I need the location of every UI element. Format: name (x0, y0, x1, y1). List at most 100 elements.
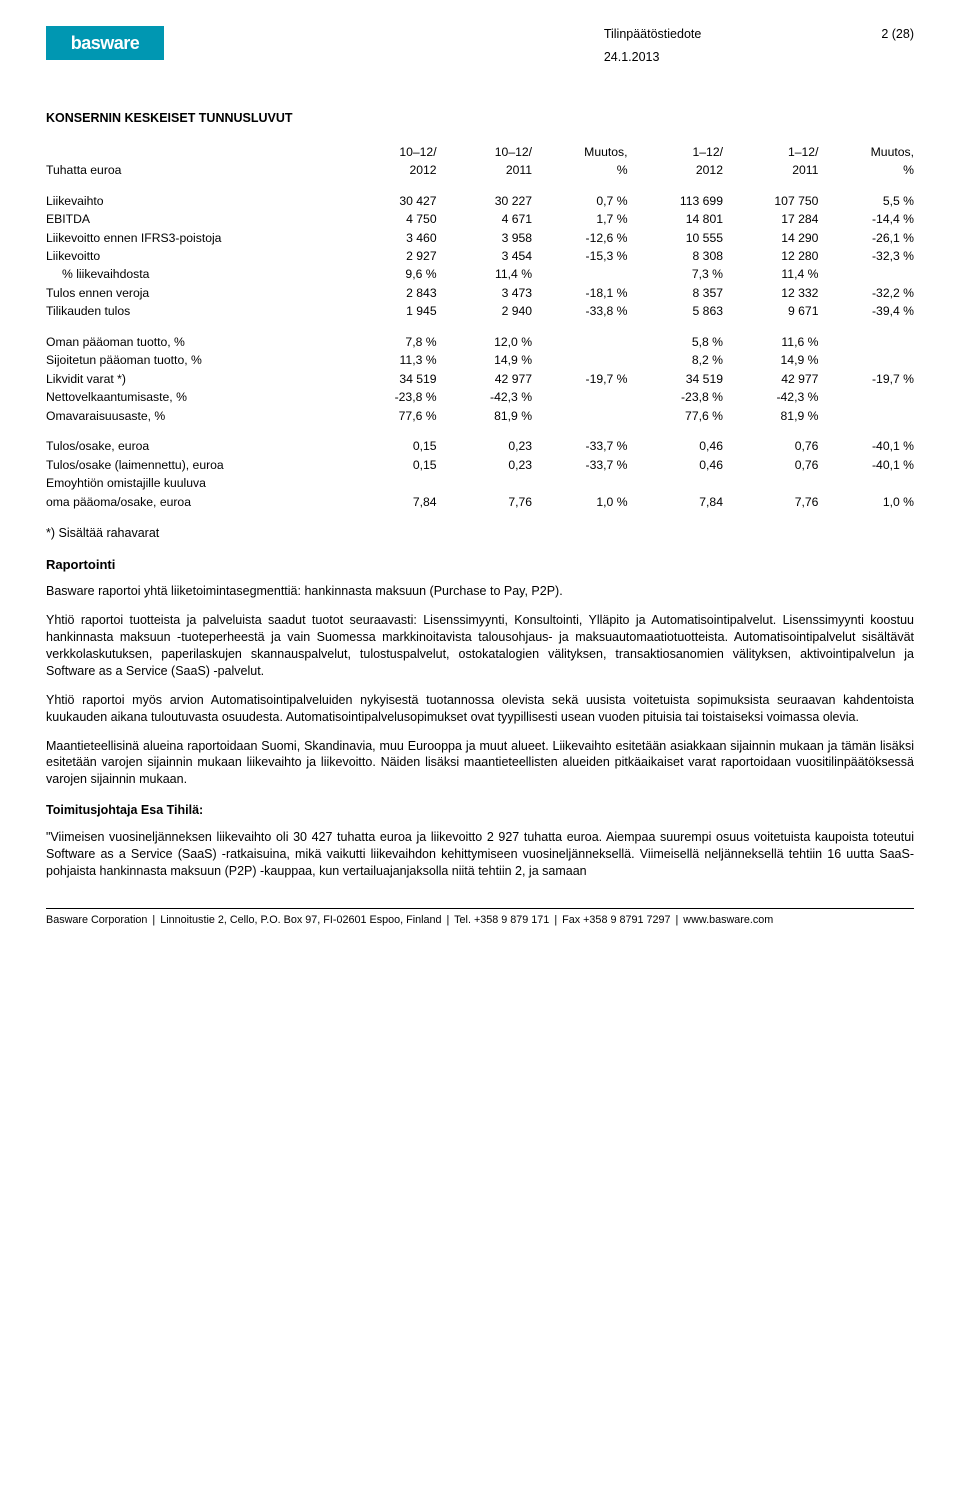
col1-bot: 2012 (341, 161, 436, 179)
cell: 2 927 (341, 247, 436, 265)
cell: 0,15 (341, 437, 436, 455)
cell: 8 308 (628, 247, 723, 265)
cell: 14,9 % (437, 351, 532, 369)
cell: 3 473 (437, 284, 532, 302)
cell: 7,3 % (628, 265, 723, 283)
cell: -42,3 % (437, 388, 532, 406)
col6-bot: % (818, 161, 914, 179)
cell: 0,46 (628, 437, 723, 455)
table-row: oma pääoma/osake, euroa7,847,761,0 %7,84… (46, 493, 914, 511)
cell (818, 474, 914, 492)
table-row: Tulos/osake, euroa0,150,23-33,7 %0,460,7… (46, 437, 914, 455)
col2-top: 10–12/ (437, 143, 532, 161)
cell: 30 227 (437, 192, 532, 210)
col5-top: 1–12/ (723, 143, 818, 161)
table-row: Tulos ennen veroja2 8433 473-18,1 %8 357… (46, 284, 914, 302)
col3-top: Muutos, (532, 143, 627, 161)
para-3: Yhtiö raportoi myös arvion Automatisoint… (46, 692, 914, 726)
cell: 12,0 % (437, 333, 532, 351)
cell (818, 265, 914, 283)
row-label: Oman pääoman tuotto, % (46, 333, 341, 351)
cell: -23,8 % (341, 388, 436, 406)
table-row: EBITDA4 7504 6711,7 %14 80117 284-14,4 % (46, 210, 914, 228)
cell (532, 388, 627, 406)
cell: 42 977 (723, 370, 818, 388)
cell: 42 977 (437, 370, 532, 388)
page-number: 2 (28) (881, 26, 914, 43)
table-head: 10–12/ 10–12/ Muutos, 1–12/ 1–12/ Muutos… (46, 143, 914, 180)
col3-bot: % (532, 161, 627, 179)
row-label: Emoyhtiön omistajille kuuluva (46, 474, 341, 492)
cell: 11,3 % (341, 351, 436, 369)
cell (532, 407, 627, 425)
cell: 5,5 % (818, 192, 914, 210)
cell: 1,7 % (532, 210, 627, 228)
cell (532, 474, 627, 492)
cell: 0,7 % (532, 192, 627, 210)
cell: -26,1 % (818, 229, 914, 247)
row-label: Tulos ennen veroja (46, 284, 341, 302)
doc-date: 24.1.2013 (604, 49, 914, 66)
page-header: basware Tilinpäätöstiedote 2 (28) 24.1.2… (46, 0, 914, 66)
page-footer: Basware Corporation | Linnoitustie 2, Ce… (46, 913, 914, 928)
cell: -42,3 % (723, 388, 818, 406)
header-meta: Tilinpäätöstiedote 2 (28) 24.1.2013 (604, 26, 914, 66)
cell: 4 671 (437, 210, 532, 228)
table-row: % liikevaihdosta9,6 %11,4 %7,3 %11,4 % (46, 265, 914, 283)
cell: -33,7 % (532, 437, 627, 455)
cell: 0,76 (723, 456, 818, 474)
section-title-raportointi: Raportointi (46, 556, 914, 574)
cell: 9,6 % (341, 265, 436, 283)
cell: 81,9 % (437, 407, 532, 425)
table-row: Tilikauden tulos1 9452 940-33,8 %5 8639 … (46, 302, 914, 320)
divider-icon: | (152, 914, 155, 926)
brand-logo: basware (46, 26, 164, 60)
cell: 2 940 (437, 302, 532, 320)
row-label: Tilikauden tulos (46, 302, 341, 320)
row-label: % liikevaihdosta (46, 265, 341, 283)
table-row: Oman pääoman tuotto, %7,8 %12,0 %5,8 %11… (46, 333, 914, 351)
brand-label: basware (71, 31, 140, 55)
cell: 1,0 % (532, 493, 627, 511)
table-row: Liikevaihto30 42730 2270,7 %113 699107 7… (46, 192, 914, 210)
cell: 14 801 (628, 210, 723, 228)
section-title-ceo: Toimitusjohtaja Esa Tihilä: (46, 802, 914, 819)
cell: 12 332 (723, 284, 818, 302)
cell: -19,7 % (818, 370, 914, 388)
col5-bot: 2011 (723, 161, 818, 179)
table-row: Liikevoitto2 9273 454-15,3 %8 30812 280-… (46, 247, 914, 265)
table-row: Nettovelkaantumisaste, %-23,8 %-42,3 %-2… (46, 388, 914, 406)
footnote: *) Sisältää rahavarat (46, 525, 914, 542)
row-label: EBITDA (46, 210, 341, 228)
row-label: Tulos/osake (laimennettu), euroa (46, 456, 341, 474)
cell: 4 750 (341, 210, 436, 228)
cell: 14,9 % (723, 351, 818, 369)
row-label: Nettovelkaantumisaste, % (46, 388, 341, 406)
cell: 8 357 (628, 284, 723, 302)
table-row: Omavaraisuusaste, %77,6 %81,9 %77,6 %81,… (46, 407, 914, 425)
table-row: Emoyhtiön omistajille kuuluva (46, 474, 914, 492)
row-label: Liikevaihto (46, 192, 341, 210)
row-label: Tulos/osake, euroa (46, 437, 341, 455)
divider-icon: | (554, 914, 557, 926)
cell: -32,2 % (818, 284, 914, 302)
para-2: Yhtiö raportoi tuotteista ja palveluista… (46, 612, 914, 680)
cell: -19,7 % (532, 370, 627, 388)
cell: 10 555 (628, 229, 723, 247)
col4-bot: 2012 (628, 161, 723, 179)
table-title: KONSERNIN KESKEISET TUNNUSLUVUT (46, 110, 914, 127)
cell (532, 351, 627, 369)
cell: -39,4 % (818, 302, 914, 320)
footer-web: www.basware.com (683, 914, 773, 926)
cell (818, 407, 914, 425)
cell: 0,23 (437, 456, 532, 474)
cell: -40,1 % (818, 456, 914, 474)
cell (437, 474, 532, 492)
col4-top: 1–12/ (628, 143, 723, 161)
footer-address: Linnoitustie 2, Cello, P.O. Box 97, FI-0… (160, 914, 441, 926)
col2-bot: 2011 (437, 161, 532, 179)
cell (341, 474, 436, 492)
cell: 0,76 (723, 437, 818, 455)
cell (818, 333, 914, 351)
cell (818, 351, 914, 369)
